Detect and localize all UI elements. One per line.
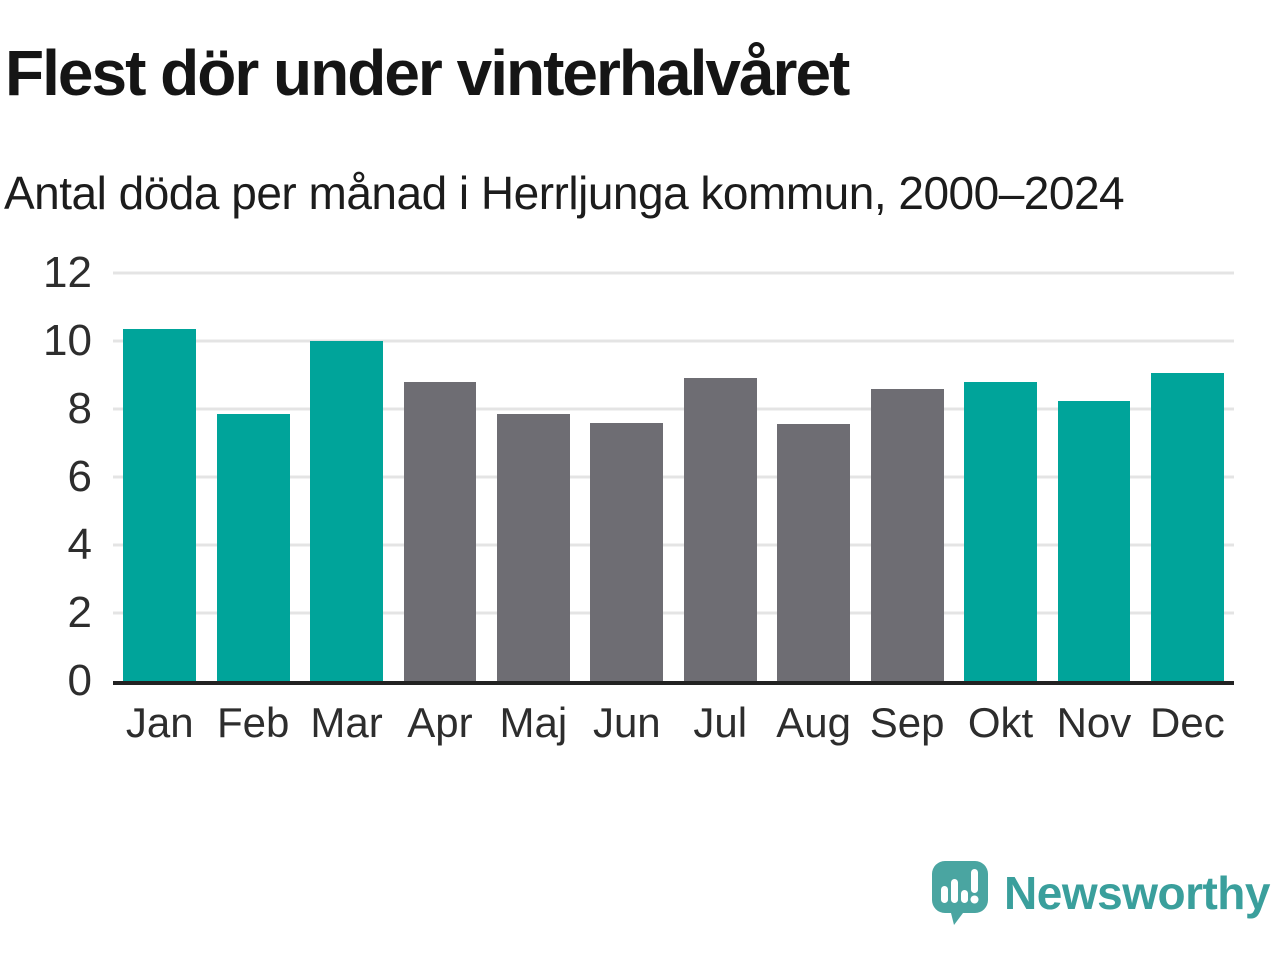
x-tick-apr: Apr [407,699,473,746]
bar-slot-jan [113,273,206,681]
x-tick-dec: Dec [1150,699,1225,746]
logo-bar-2 [951,879,959,903]
bar-maj [496,414,570,681]
bar-apr [403,381,477,681]
bar-aug [777,424,851,681]
x-tick-feb: Feb [216,699,290,746]
newsworthy-logo-icon [932,861,989,925]
y-axis-labels: 0 2 4 6 8 10 12 [43,248,92,705]
bar-slot-okt [954,273,1047,681]
bar-slot-sep [860,273,953,681]
x-tick-jan: Jan [125,699,194,746]
bar-slot-jun [580,273,673,681]
logo-bar-1 [941,886,949,903]
x-tick-sep: Sep [869,699,945,746]
chart-subtitle: Antal döda per månad i Herrljunga kommun… [4,167,1125,219]
logo-exclamation-dot [970,895,979,904]
gridline-12 [113,271,1234,275]
logo-exclamation-bar [971,869,979,893]
bar-slot-jul [674,273,767,681]
x-tick-nov: Nov [1056,699,1132,746]
x-axis-labels: Jan Feb Mar Apr Maj Jun Jul Aug Sep Okt Nov Dec [113,699,1234,747]
bar-jun [590,422,664,681]
newsworthy-branding: Newsworthy [930,860,1270,926]
bars [113,273,1234,681]
chart-title: Flest dör under vinterhalvåret [5,37,850,109]
x-tick-okt: Okt [967,699,1034,746]
bar-jul [683,378,757,681]
newsworthy-wordmark: Newsworthy [1004,867,1270,919]
bar-chart: 0 2 4 6 8 10 12 Jan Feb Mar Apr Maj Jun Jul Aug Sep Okt… [43,251,1234,746]
gridline-8 [113,407,1234,411]
gridline-10 [113,339,1234,343]
gridline-4 [113,543,1234,547]
x-tick-jul: Jul [693,699,748,746]
x-tick-maj: Maj [499,699,568,746]
bar-slot-aug [767,273,860,681]
gridlines [113,271,1234,681]
bar-sep [870,388,944,681]
bar-dec [1150,373,1224,681]
gridline-6 [113,475,1234,479]
bar-slot-dec [1141,273,1234,681]
bar-slot-mar [300,273,393,681]
bar-okt [964,381,1037,681]
logo-bubble [932,861,989,925]
bar-jan [123,329,197,681]
gridline-2 [113,611,1234,615]
bar-nov [1057,400,1131,681]
bar-slot-maj [487,273,580,681]
bar-slot-feb [206,273,299,681]
bar-slot-nov [1047,273,1140,681]
x-tick-mar: Mar [310,699,383,746]
bar-feb [216,414,290,681]
x-tick-aug: Aug [776,699,852,746]
x-tick-jun: Jun [592,699,661,746]
bar-slot-apr [393,273,486,681]
logo-bar-3 [961,890,969,903]
bar-mar [310,341,383,681]
